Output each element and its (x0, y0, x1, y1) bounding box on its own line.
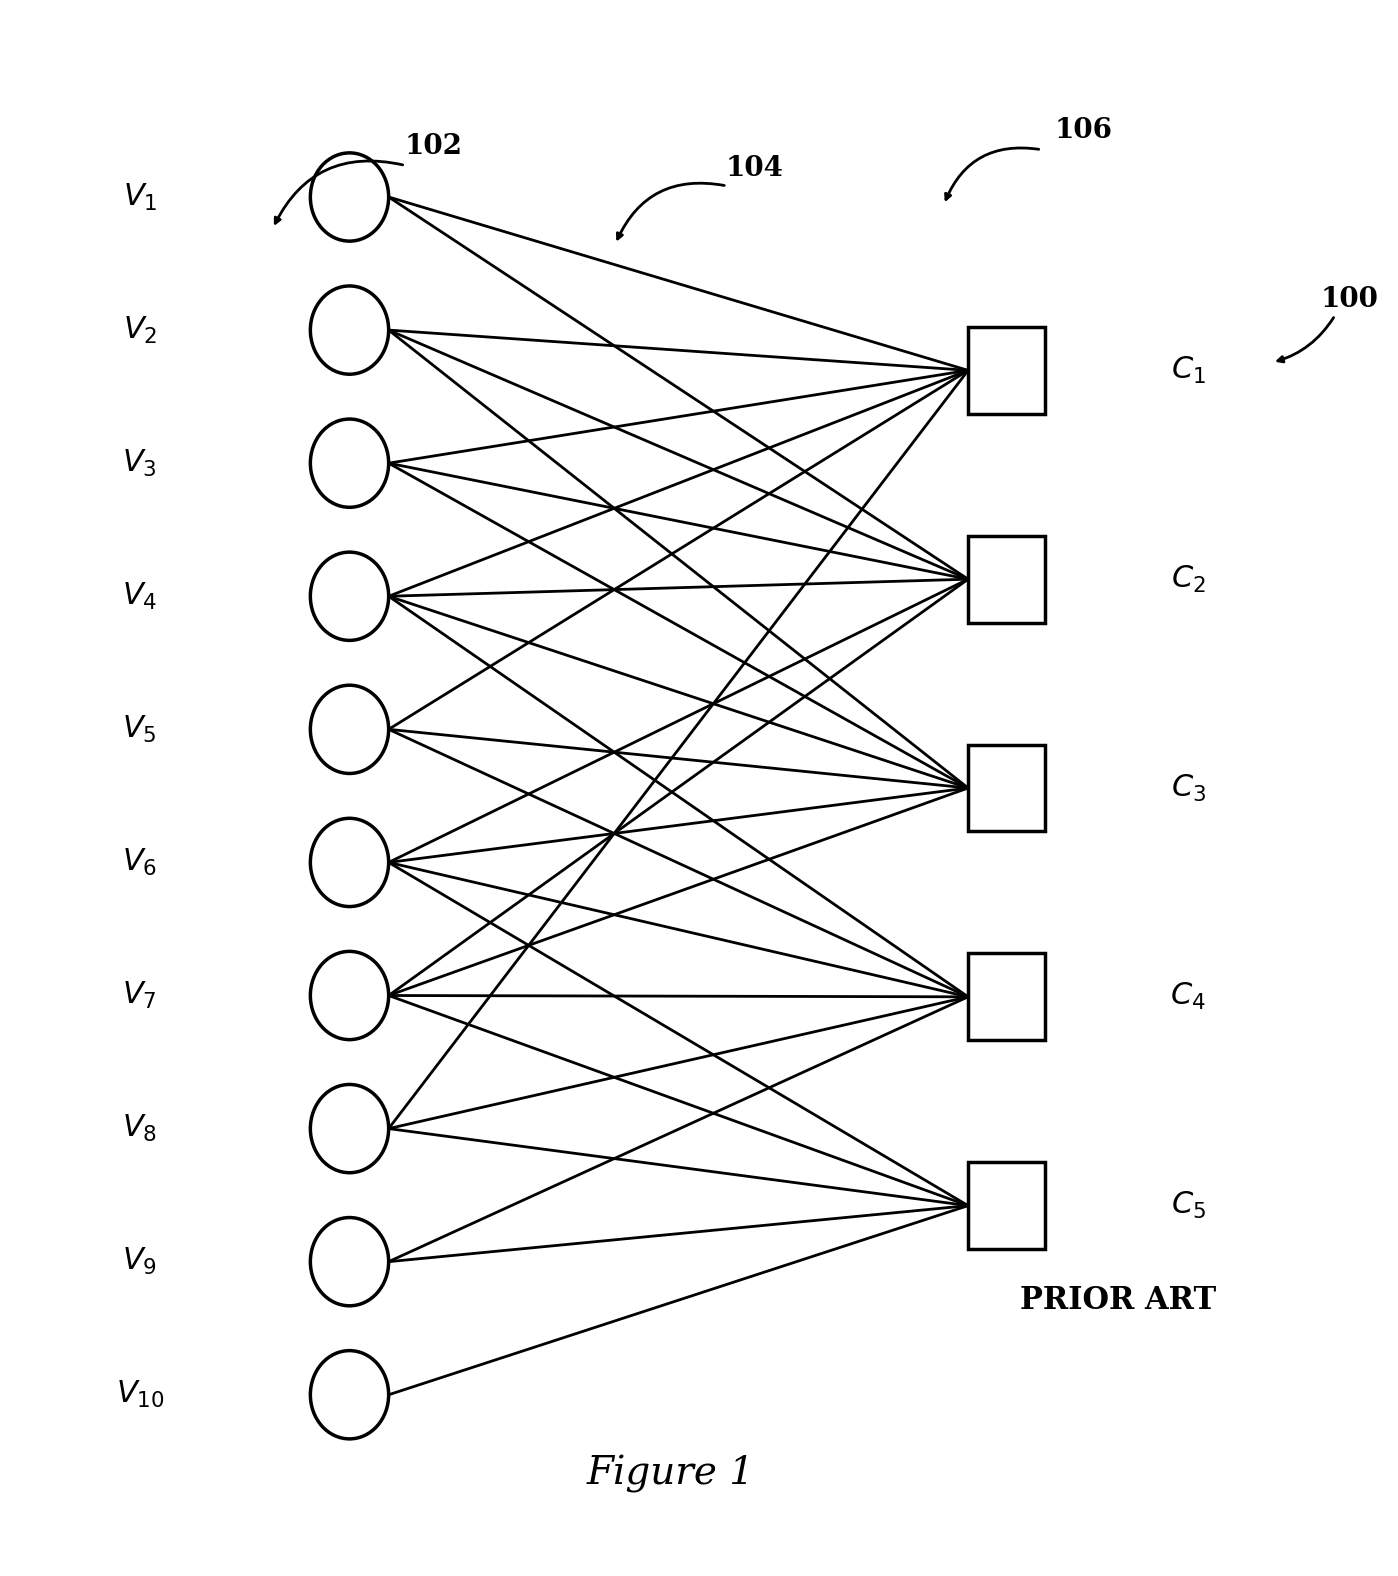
FancyBboxPatch shape (967, 745, 1046, 832)
Text: $V_{7}$: $V_{7}$ (123, 980, 157, 1012)
Circle shape (310, 686, 389, 774)
Circle shape (310, 552, 389, 640)
Text: 102: 102 (404, 132, 463, 161)
Circle shape (310, 153, 389, 241)
Text: $V_{2}$: $V_{2}$ (123, 315, 157, 345)
Circle shape (310, 952, 389, 1040)
Text: $C_{3}$: $C_{3}$ (1170, 772, 1206, 804)
Text: PRIOR ART: PRIOR ART (1021, 1284, 1216, 1316)
Circle shape (310, 1351, 389, 1439)
Text: $C_{4}$: $C_{4}$ (1170, 982, 1206, 1012)
Text: $V_{5}$: $V_{5}$ (123, 714, 157, 745)
Text: Figure 1: Figure 1 (587, 1455, 755, 1492)
Text: $V_{4}$: $V_{4}$ (122, 580, 158, 611)
Text: $V_{1}$: $V_{1}$ (123, 181, 157, 213)
Text: $V_{10}$: $V_{10}$ (116, 1379, 164, 1411)
Circle shape (310, 1218, 389, 1307)
Circle shape (310, 818, 389, 906)
Circle shape (310, 419, 389, 507)
Text: $C_{5}$: $C_{5}$ (1170, 1190, 1206, 1221)
Text: $V_{3}$: $V_{3}$ (123, 448, 157, 479)
Text: $V_{8}$: $V_{8}$ (122, 1113, 158, 1144)
Text: $V_{9}$: $V_{9}$ (122, 1247, 158, 1277)
Text: 106: 106 (1054, 117, 1113, 145)
Text: $V_{6}$: $V_{6}$ (122, 846, 158, 878)
FancyBboxPatch shape (967, 536, 1046, 623)
Circle shape (310, 1084, 389, 1173)
Circle shape (310, 285, 389, 374)
Text: $C_{1}$: $C_{1}$ (1172, 355, 1205, 386)
Text: 100: 100 (1320, 285, 1378, 314)
FancyBboxPatch shape (967, 326, 1046, 413)
Text: $C_{2}$: $C_{2}$ (1172, 564, 1205, 594)
FancyBboxPatch shape (967, 953, 1046, 1040)
Text: 104: 104 (726, 154, 784, 183)
FancyBboxPatch shape (967, 1163, 1046, 1248)
